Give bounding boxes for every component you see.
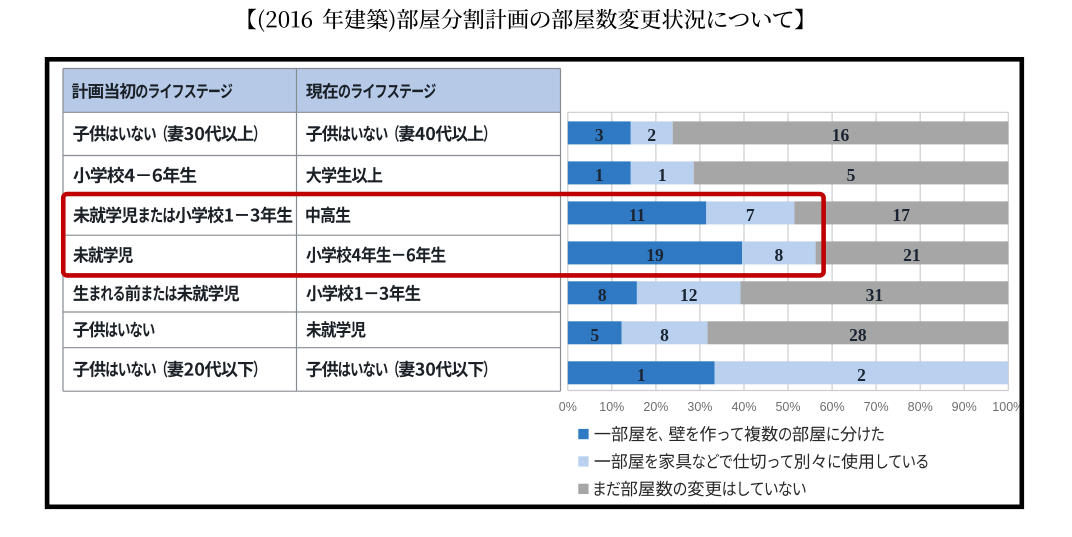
svg-text:3: 3 [595,125,604,145]
svg-text:21: 21 [903,245,921,265]
svg-text:90%: 90% [952,400,977,414]
svg-text:5: 5 [590,325,599,345]
svg-text:19: 19 [646,245,664,265]
svg-text:8: 8 [660,325,669,345]
svg-text:7: 7 [746,205,755,225]
svg-text:10%: 10% [599,400,624,414]
svg-text:30%: 30% [687,400,712,414]
svg-text:60%: 60% [820,400,845,414]
svg-text:40%: 40% [731,400,756,414]
svg-text:70%: 70% [864,400,889,414]
svg-text:31: 31 [866,285,884,305]
svg-text:8: 8 [775,245,784,265]
svg-text:1: 1 [637,365,646,385]
svg-text:17: 17 [893,205,911,225]
svg-text:16: 16 [832,125,850,145]
svg-text:2: 2 [857,365,866,385]
svg-text:80%: 80% [908,400,933,414]
svg-text:28: 28 [849,325,867,345]
svg-text:100%: 100% [992,400,1024,414]
svg-text:8: 8 [598,285,607,305]
svg-text:2: 2 [647,125,656,145]
svg-text:50%: 50% [775,400,800,414]
svg-text:20%: 20% [643,400,668,414]
svg-text:5: 5 [847,165,856,185]
svg-text:1: 1 [658,165,667,185]
svg-text:1: 1 [595,165,604,185]
svg-text:0%: 0% [559,400,577,414]
svg-text:12: 12 [680,285,698,305]
svg-text:11: 11 [629,205,646,225]
